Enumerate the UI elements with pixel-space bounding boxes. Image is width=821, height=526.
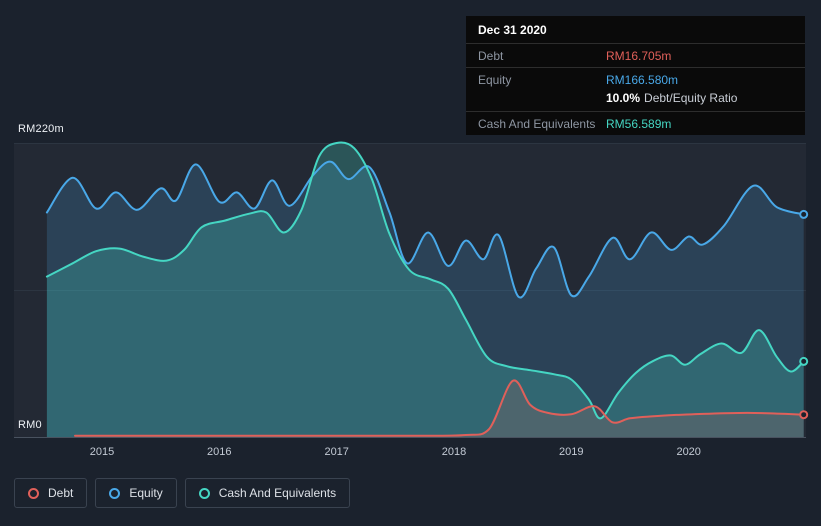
legend-label-equity: Equity: [129, 486, 163, 500]
legend-item-debt[interactable]: Debt: [14, 478, 88, 508]
tooltip-debt-label: Debt: [478, 49, 504, 63]
legend-item-cash[interactable]: Cash And Equivalents: [184, 478, 351, 508]
x-tick-2018: 2018: [441, 446, 467, 458]
x-tick-2019: 2019: [559, 446, 584, 458]
x-tick-2017: 2017: [324, 446, 349, 458]
tooltip-equity-label: Equity: [478, 73, 512, 87]
tooltip-ratio-label: Debt/Equity Ratio: [644, 91, 738, 105]
tooltip-debt-row: Debt RM16.705m: [466, 44, 805, 68]
legend-item-equity[interactable]: Equity: [95, 478, 177, 508]
y-axis-label-zero: RM0: [18, 419, 42, 431]
x-tick-2020: 2020: [676, 446, 701, 458]
x-tick-2015: 2015: [89, 446, 115, 458]
equity-legend-marker-icon: [109, 487, 121, 499]
tooltip-equity-value: RM166.580m: [606, 73, 679, 87]
tooltip-ratio-row: 10.0% Debt/Equity Ratio: [466, 91, 805, 112]
debt-legend-marker-icon: [28, 487, 39, 499]
tooltip-ratio-value: 10.0%: [606, 91, 641, 105]
tooltip-debt-value: RM16.705m: [606, 49, 672, 63]
x-tick-2016: 2016: [207, 446, 232, 458]
tooltip-cash-row: Cash And Equivalents RM56.589m: [466, 112, 805, 135]
cash-legend-marker-icon: [198, 487, 210, 499]
legend-label-cash: Cash And Equivalents: [218, 486, 337, 500]
tooltip-cash-label: Cash And Equivalents: [478, 117, 596, 131]
tooltip-date: Dec 31 2020: [466, 16, 805, 44]
legend-label-debt: Debt: [48, 486, 74, 500]
chart-legend: Debt Equity Cash And Equivalents: [14, 478, 351, 508]
tooltip-cash-value: RM56.589m: [606, 117, 672, 131]
chart-tooltip: Dec 31 2020 Debt RM16.705m Equity RM166.…: [466, 16, 805, 135]
tooltip-equity-row: Equity RM166.580m: [466, 68, 805, 91]
y-axis-label-max: RM220m: [18, 123, 64, 135]
